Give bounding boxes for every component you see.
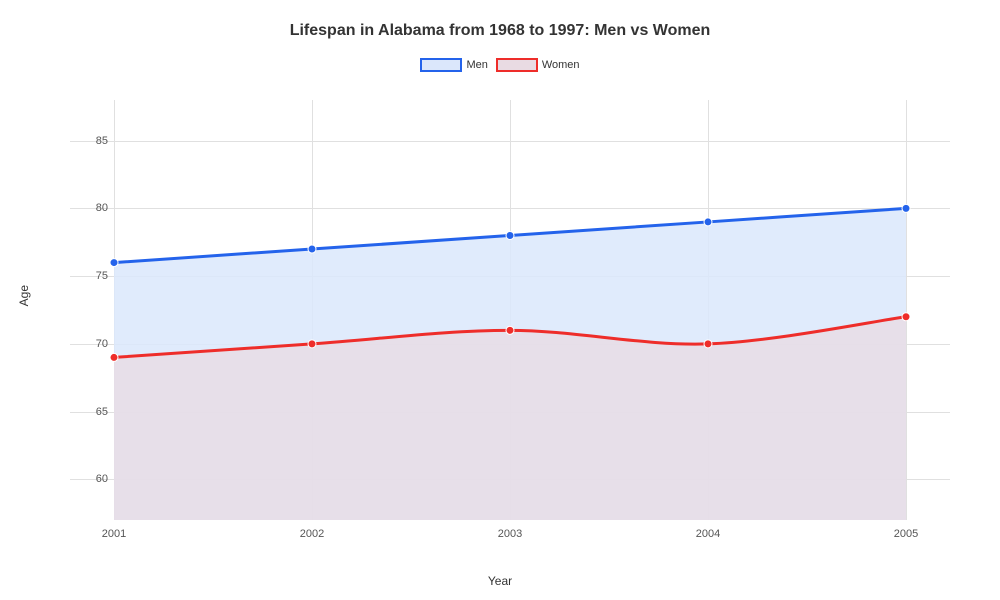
y-tick-label: 65 [96, 406, 108, 418]
x-tick-label: 2005 [894, 528, 918, 540]
x-tick-label: 2001 [102, 528, 126, 540]
chart-title: Lifespan in Alabama from 1968 to 1997: M… [0, 0, 1000, 40]
legend-item-women: Women [496, 58, 580, 72]
legend: Men Women [0, 58, 1000, 72]
data-point-women [110, 353, 118, 361]
legend-label-men: Men [466, 59, 487, 71]
data-point-men [308, 245, 316, 253]
data-point-men [902, 204, 910, 212]
y-tick-label: 80 [96, 202, 108, 214]
data-point-women [902, 313, 910, 321]
plot-area [70, 100, 950, 520]
data-point-men [506, 231, 514, 239]
x-axis-label: Year [488, 574, 512, 588]
data-point-men [110, 259, 118, 267]
y-tick-label: 75 [96, 270, 108, 282]
y-tick-label: 85 [96, 135, 108, 147]
data-point-men [704, 218, 712, 226]
data-point-women [308, 340, 316, 348]
chart-svg [70, 100, 950, 520]
x-tick-label: 2004 [696, 528, 720, 540]
data-point-women [506, 326, 514, 334]
y-tick-label: 60 [96, 473, 108, 485]
data-point-women [704, 340, 712, 348]
x-tick-label: 2002 [300, 528, 324, 540]
x-tick-label: 2003 [498, 528, 522, 540]
legend-label-women: Women [542, 59, 580, 71]
y-axis-label: Age [17, 285, 31, 306]
y-tick-label: 70 [96, 338, 108, 350]
legend-item-men: Men [420, 58, 487, 72]
legend-swatch-women [496, 58, 538, 72]
legend-swatch-men [420, 58, 462, 72]
